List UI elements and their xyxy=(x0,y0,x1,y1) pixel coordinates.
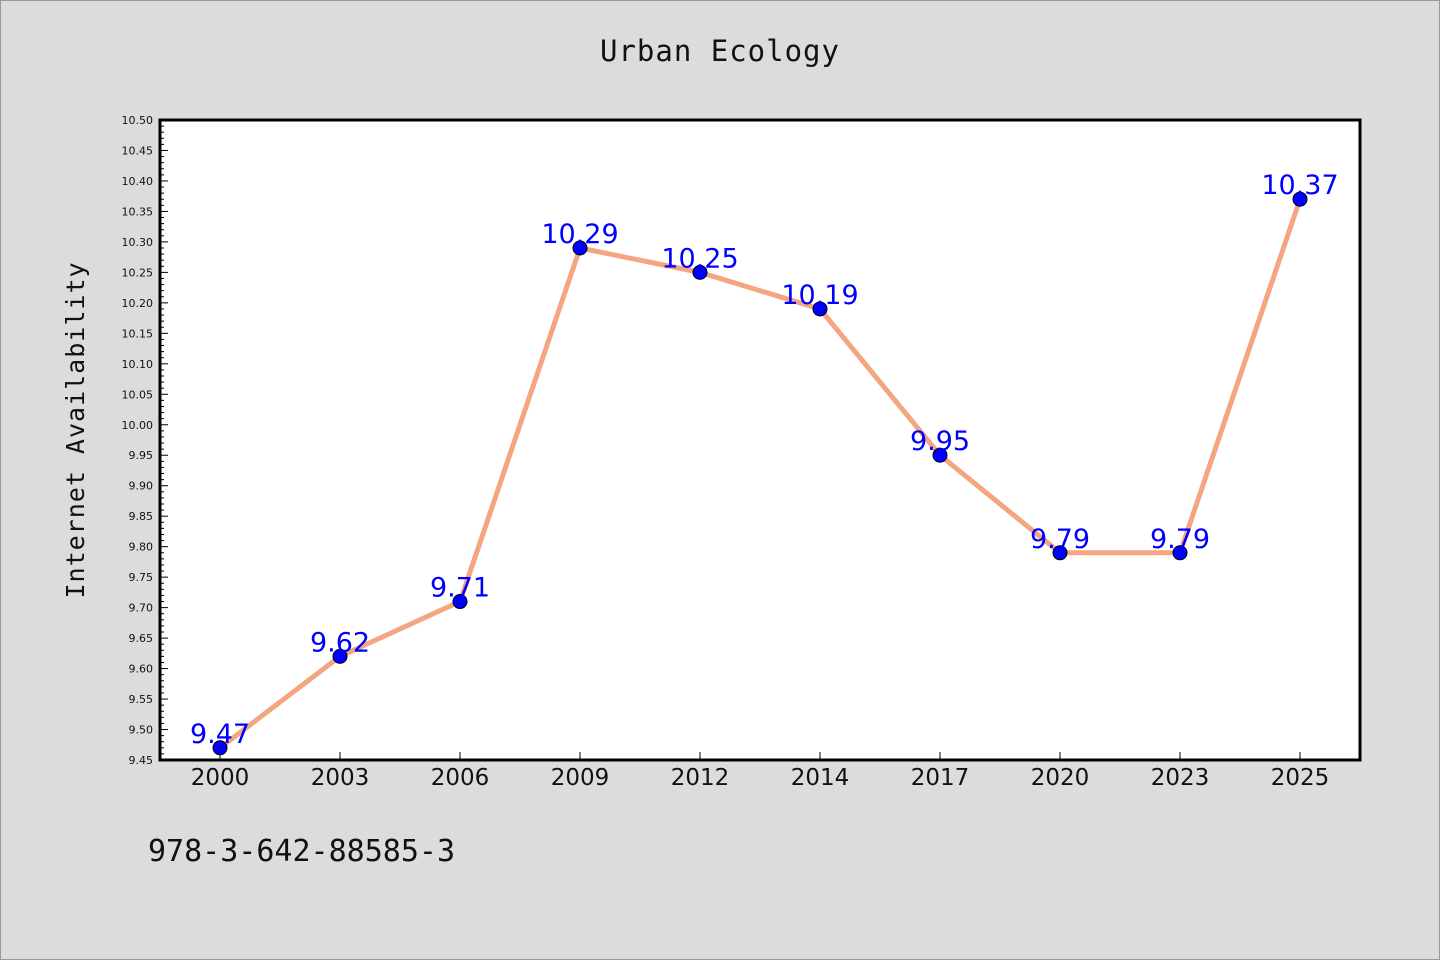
y-tick-label: 9.90 xyxy=(129,480,154,493)
y-tick-label: 9.70 xyxy=(129,602,154,615)
x-tick-label: 2023 xyxy=(1151,765,1210,791)
x-tick-label: 2006 xyxy=(431,765,490,791)
y-axis-ticks: 9.45 9.50 9.55 9.60 9.65 9.70 9.75 9.80 9.85 9.90… xyxy=(122,114,168,767)
data-label: 10.25 xyxy=(661,243,738,274)
caption-text: 978-3-642-88585-3 xyxy=(148,834,456,869)
y-tick-label: 10.25 xyxy=(122,266,154,279)
data-point-marker xyxy=(1172,545,1188,561)
x-tick-label: 2009 xyxy=(551,765,610,791)
data-label: 10.19 xyxy=(781,280,858,311)
data-point-marker xyxy=(452,594,468,610)
x-tick-label: 2025 xyxy=(1271,765,1330,791)
y-tick-label: 10.35 xyxy=(122,205,154,218)
data-label: 9.47 xyxy=(190,719,250,750)
y-tick-label: 9.55 xyxy=(129,693,154,706)
series-line xyxy=(218,198,1303,750)
data-label: 9.79 xyxy=(1030,524,1090,555)
x-tick-label: 2012 xyxy=(671,765,730,791)
y-tick-label: 10.30 xyxy=(122,236,154,249)
data-point-marker xyxy=(572,240,588,256)
data-point-marker xyxy=(932,447,948,463)
y-tick-label: 10.05 xyxy=(122,388,154,401)
data-label: 9.62 xyxy=(310,627,370,658)
data-point-marker xyxy=(812,301,828,317)
y-tick-label: 9.85 xyxy=(129,510,154,523)
data-label: 9.71 xyxy=(430,573,490,604)
y-tick-label: 10.45 xyxy=(122,144,154,157)
y-axis-label: Internet Availability xyxy=(61,261,90,598)
x-tick-label: 2014 xyxy=(791,765,850,791)
chart-title: Urban Ecology xyxy=(600,34,840,68)
y-tick-label: 10.15 xyxy=(122,327,154,340)
data-point-marker xyxy=(692,264,708,280)
y-tick-label: 9.50 xyxy=(129,724,154,737)
x-tick-label: 2003 xyxy=(311,765,370,791)
y-tick-label: 10.50 xyxy=(122,114,154,127)
y-tick-label: 9.95 xyxy=(129,449,154,462)
data-label: 9.95 xyxy=(910,426,970,457)
x-axis-ticks: 2000 2003 2006 2009 2012 2014 2017 2020 2023 2025 xyxy=(191,752,1330,791)
data-point-marker xyxy=(212,740,228,756)
data-point-marker xyxy=(332,648,348,664)
y-tick-label: 9.75 xyxy=(129,571,154,584)
y-tick-label: 10.10 xyxy=(122,358,154,371)
y-tick-label: 9.45 xyxy=(129,754,154,767)
data-label: 10.29 xyxy=(541,219,618,250)
x-tick-label: 2020 xyxy=(1031,765,1090,791)
data-point-marker xyxy=(1052,545,1068,561)
y-tick-label: 10.00 xyxy=(122,419,154,432)
y-tick-label: 9.80 xyxy=(129,541,154,554)
data-label: 9.79 xyxy=(1150,524,1210,555)
x-tick-label: 2017 xyxy=(911,765,970,791)
data-point-marker xyxy=(1292,191,1308,207)
series-group xyxy=(212,191,1308,756)
plot-area xyxy=(158,118,1362,762)
y-tick-label: 9.65 xyxy=(129,632,154,645)
data-labels: 9.47 9.62 9.71 10.29 10.25 10.19 9.95 9.79 9.79 1… xyxy=(190,170,1339,750)
y-tick-label: 10.20 xyxy=(122,297,154,310)
x-tick-label: 2000 xyxy=(191,765,250,791)
y-tick-label: 9.60 xyxy=(129,663,154,676)
y-tick-label: 10.40 xyxy=(122,175,154,188)
data-label: 10.37 xyxy=(1261,170,1338,201)
